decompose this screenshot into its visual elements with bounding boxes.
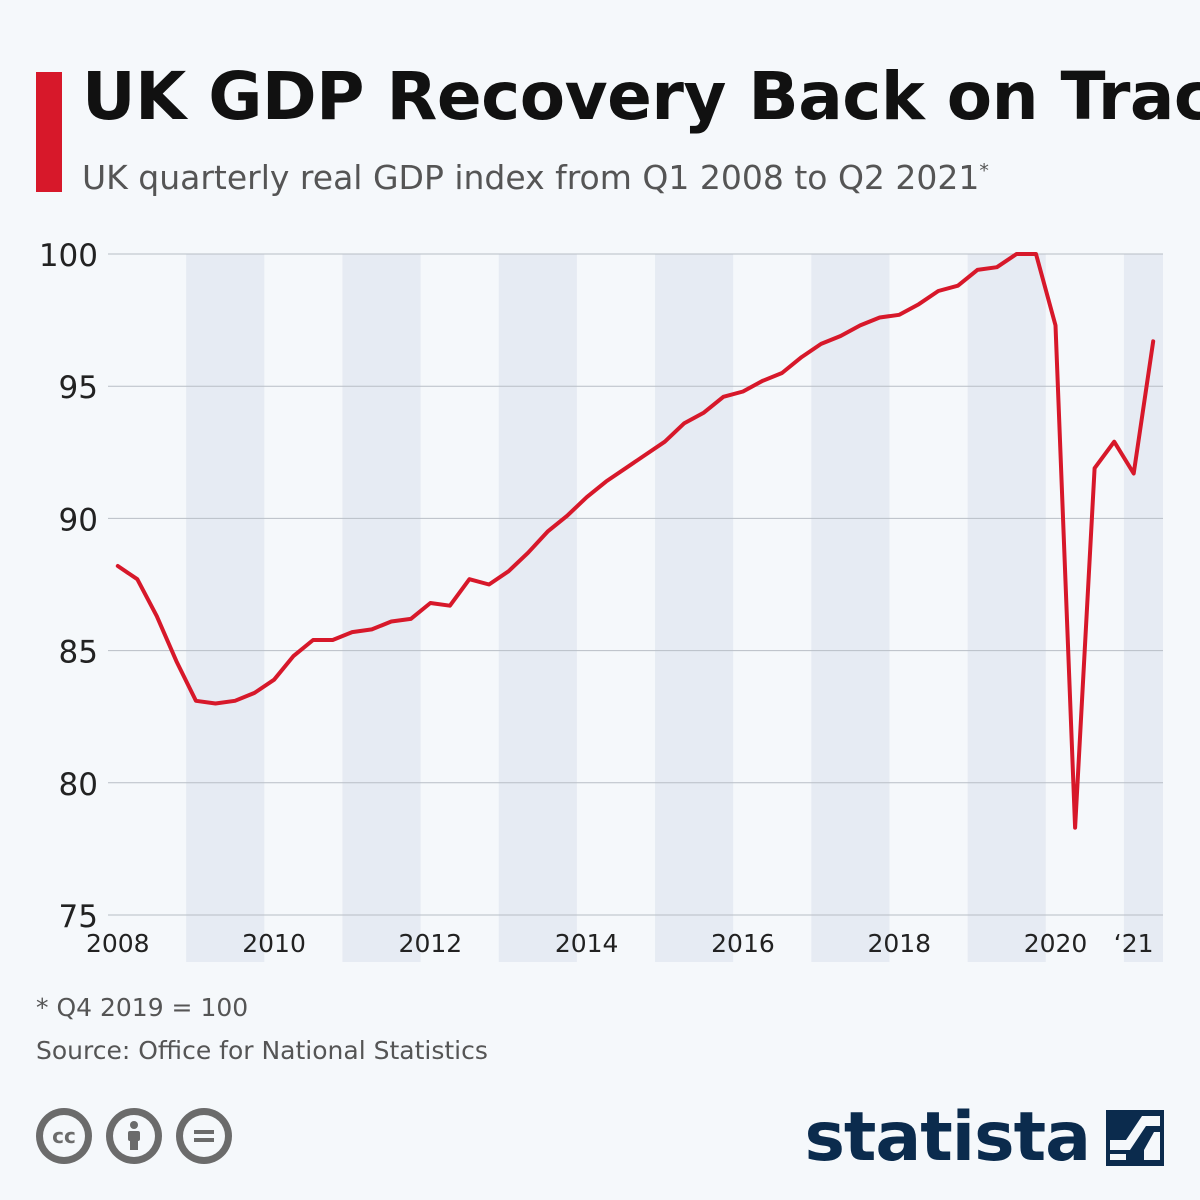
creative-commons-icon[interactable]: cc bbox=[36, 1108, 92, 1164]
y-tick-label: 75 bbox=[59, 899, 98, 935]
year-band-2021 bbox=[1123, 254, 1163, 962]
y-tick-label: 100 bbox=[39, 238, 98, 274]
gridlines bbox=[108, 253, 1163, 916]
x-tick-label: 2014 bbox=[555, 929, 619, 958]
x-tick-label: 2018 bbox=[867, 929, 931, 958]
x-tick-label: 2016 bbox=[711, 929, 775, 958]
accent-bar bbox=[36, 72, 62, 192]
year-band-2009 bbox=[186, 254, 265, 962]
subtitle-text: UK quarterly real GDP index from Q1 2008… bbox=[82, 158, 980, 197]
year-band-2017 bbox=[811, 254, 890, 962]
license-icons: cc bbox=[36, 1108, 232, 1164]
y-tick-label: 95 bbox=[59, 370, 98, 406]
chart-title: UK GDP Recovery Back on Track bbox=[82, 58, 1200, 135]
x-tick-label: ‘21 bbox=[1114, 929, 1154, 958]
x-tick-label: 2008 bbox=[86, 929, 150, 958]
chart-subtitle: UK quarterly real GDP index from Q1 2008… bbox=[82, 158, 989, 197]
statista-logo-icon bbox=[1106, 1109, 1164, 1166]
footnote: * Q4 2019 = 100 bbox=[36, 993, 249, 1022]
y-tick-label: 85 bbox=[59, 635, 98, 671]
year-bands bbox=[186, 254, 1163, 962]
y-axis-ticks: 100 95 90 85 80 75 bbox=[39, 238, 98, 935]
series-line-gdp bbox=[115, 252, 1156, 830]
brand[interactable]: statista bbox=[804, 1098, 1164, 1177]
year-band-2013 bbox=[498, 254, 577, 962]
subtitle-footnote-mark: * bbox=[979, 160, 989, 182]
y-tick-label: 80 bbox=[59, 767, 98, 803]
year-band-2019 bbox=[967, 254, 1046, 962]
source-note: Source: Office for National Statistics bbox=[36, 1036, 488, 1065]
brand-name: statista bbox=[804, 1098, 1091, 1177]
x-tick-label: 2012 bbox=[399, 929, 463, 958]
x-axis-ticks: 2008 2010 2012 2014 2016 2018 2020 ‘21 bbox=[86, 929, 1154, 958]
y-tick-label: 90 bbox=[59, 502, 98, 538]
attribution-icon[interactable] bbox=[106, 1108, 162, 1164]
x-tick-label: 2010 bbox=[242, 929, 306, 958]
year-band-2015 bbox=[655, 254, 734, 962]
series-layer bbox=[115, 252, 1156, 830]
x-tick-label: 2020 bbox=[1024, 929, 1088, 958]
year-band-2011 bbox=[342, 254, 421, 962]
no-derivatives-icon[interactable] bbox=[176, 1108, 232, 1164]
